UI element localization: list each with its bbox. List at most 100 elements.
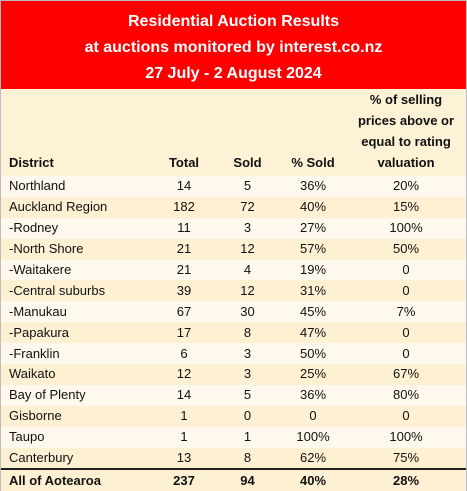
table-row: -Franklin 6 3 50% 0: [1, 343, 466, 365]
cell-pct-sold: 25%: [280, 364, 346, 385]
cell-pct-sold: 36%: [280, 384, 346, 406]
cell-sold: 8: [215, 322, 280, 344]
table-row: Waikato 12 3 25% 67%: [1, 364, 466, 385]
cell-district: Taupo: [1, 426, 153, 448]
cell-valuation: 7%: [346, 301, 466, 323]
cell-pct-sold: 47%: [280, 322, 346, 344]
table-row: Canterbury 13 8 62% 75%: [1, 447, 466, 470]
cell-total: 14: [153, 384, 215, 406]
cell-sold: 8: [215, 447, 280, 470]
total-sold: 94: [215, 468, 280, 491]
total-row: All of Aotearoa 237 94 40% 28%: [1, 468, 466, 491]
cell-district: Northland: [1, 176, 153, 197]
cell-sold: 4: [215, 259, 280, 281]
table-row: Northland 14 5 36% 20%: [1, 176, 466, 197]
banner-date-range: 27 July - 2 August 2024: [145, 65, 322, 82]
header-sold: Sold: [215, 89, 280, 176]
cell-pct-sold: 36%: [280, 176, 346, 197]
cell-district: Canterbury: [1, 447, 153, 470]
cell-valuation: 0: [346, 343, 466, 365]
table-row: -North Shore 21 12 57% 50%: [1, 238, 466, 260]
cell-pct-sold: 27%: [280, 217, 346, 239]
title-banner: Residential Auction Results at auctions …: [1, 1, 466, 89]
cell-sold: 5: [215, 176, 280, 197]
header-valuation-line: % of selling: [369, 92, 443, 107]
cell-district: Gisborne: [1, 405, 153, 427]
cell-valuation: 67%: [346, 364, 466, 385]
table-row: -Central suburbs 39 12 31% 0: [1, 280, 466, 302]
cell-total: 13: [153, 447, 215, 470]
cell-pct-sold: 0: [280, 405, 346, 427]
cell-total: 17: [153, 322, 215, 344]
cell-sold: 0: [215, 405, 280, 427]
total-district: All of Aotearoa: [1, 468, 153, 491]
cell-valuation: 100%: [346, 426, 466, 448]
banner-title: Residential Auction Results: [128, 13, 339, 30]
table-row: -Papakura 17 8 47% 0: [1, 322, 466, 344]
cell-pct-sold: 31%: [280, 280, 346, 302]
cell-district: Waikato: [1, 364, 153, 385]
total-total: 237: [153, 468, 215, 491]
header-pct-sold: % Sold: [280, 89, 346, 176]
cell-district: -Franklin: [1, 343, 153, 365]
cell-valuation: 15%: [346, 196, 466, 218]
cell-sold: 5: [215, 384, 280, 406]
table-row: Auckland Region 182 72 40% 15%: [1, 196, 466, 218]
cell-pct-sold: 40%: [280, 196, 346, 218]
table-row: Bay of Plenty 14 5 36% 80%: [1, 384, 466, 406]
cell-total: 6: [153, 343, 215, 365]
total-pct-sold: 40%: [280, 468, 346, 491]
table-row: -Manukau 67 30 45% 7%: [1, 301, 466, 323]
cell-district: Auckland Region: [1, 196, 153, 218]
cell-valuation: 75%: [346, 447, 466, 470]
cell-sold: 72: [215, 196, 280, 218]
header-total: Total: [153, 89, 215, 176]
header-valuation-line: valuation: [377, 155, 435, 170]
cell-sold: 12: [215, 280, 280, 302]
cell-total: 21: [153, 238, 215, 260]
table-row: -Rodney 11 3 27% 100%: [1, 217, 466, 239]
cell-sold: 3: [215, 217, 280, 239]
cell-valuation: 0: [346, 322, 466, 344]
cell-pct-sold: 50%: [280, 343, 346, 365]
cell-district: -Rodney: [1, 217, 153, 239]
table-row: -Waitakere 21 4 19% 0: [1, 259, 466, 281]
cell-sold: 12: [215, 238, 280, 260]
cell-pct-sold: 19%: [280, 259, 346, 281]
cell-total: 182: [153, 196, 215, 218]
cell-sold: 3: [215, 364, 280, 385]
cell-total: 1: [153, 426, 215, 448]
cell-valuation: 20%: [346, 176, 466, 197]
table-row: Gisborne 1 0 0 0: [1, 405, 466, 427]
cell-valuation: 0: [346, 405, 466, 427]
cell-sold: 30: [215, 301, 280, 323]
cell-district: Bay of Plenty: [1, 384, 153, 406]
cell-total: 1: [153, 405, 215, 427]
header-valuation-line: prices above or: [357, 113, 455, 128]
cell-pct-sold: 57%: [280, 238, 346, 260]
banner-subtitle: at auctions monitored by interest.co.nz: [84, 39, 383, 56]
cell-valuation: 0: [346, 280, 466, 302]
total-valuation: 28%: [346, 468, 466, 491]
cell-district: -North Shore: [1, 238, 153, 260]
cell-total: 11: [153, 217, 215, 239]
cell-total: 67: [153, 301, 215, 323]
cell-valuation: 50%: [346, 238, 466, 260]
cell-sold: 3: [215, 343, 280, 365]
header-row: District Total Sold % Sold % of selling …: [1, 89, 466, 176]
cell-total: 14: [153, 176, 215, 197]
cell-district: -Manukau: [1, 301, 153, 323]
header-valuation: % of selling prices above or equal to ra…: [346, 89, 466, 176]
cell-pct-sold: 100%: [280, 426, 346, 448]
cell-valuation: 100%: [346, 217, 466, 239]
table-row: Taupo 1 1 100% 100%: [1, 426, 466, 448]
cell-pct-sold: 62%: [280, 447, 346, 470]
cell-total: 12: [153, 364, 215, 385]
header-district: District: [1, 89, 153, 176]
cell-valuation: 80%: [346, 384, 466, 406]
results-table: District Total Sold % Sold % of selling …: [1, 89, 466, 491]
cell-sold: 1: [215, 426, 280, 448]
cell-district: -Central suburbs: [1, 280, 153, 302]
cell-valuation: 0: [346, 259, 466, 281]
